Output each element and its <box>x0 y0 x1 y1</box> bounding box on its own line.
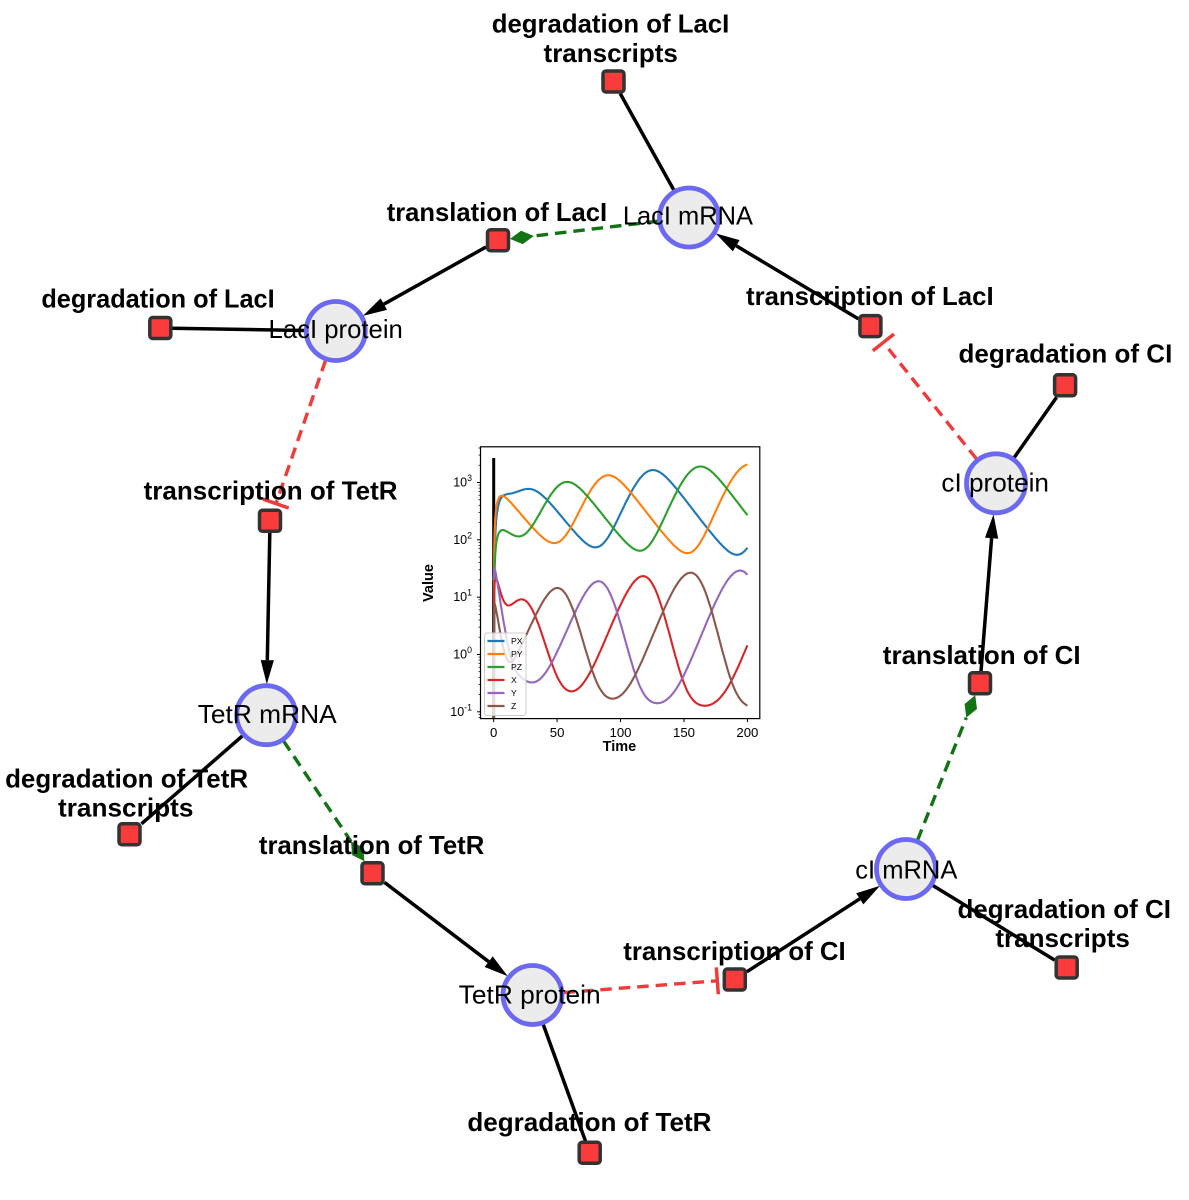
svg-text:degradation of CI: degradation of CI <box>957 894 1171 924</box>
svg-text:50: 50 <box>550 725 565 740</box>
svg-text:cI protein: cI protein <box>941 468 1049 498</box>
svg-text:200: 200 <box>736 725 758 740</box>
svg-text:degradation of TetR: degradation of TetR <box>467 1107 711 1137</box>
svg-text:transcription of TetR: transcription of TetR <box>144 475 398 505</box>
svg-text:X: X <box>511 675 517 685</box>
svg-text:transcripts: transcripts <box>995 923 1130 953</box>
svg-text:transcripts: transcripts <box>544 38 678 68</box>
svg-text:degradation of CI: degradation of CI <box>959 339 1173 369</box>
svg-text:degradation of TetR: degradation of TetR <box>5 763 248 793</box>
svg-text:degradation of LacI: degradation of LacI <box>41 284 274 314</box>
svg-text:TetR mRNA: TetR mRNA <box>198 699 338 729</box>
svg-text:PZ: PZ <box>511 662 523 672</box>
svg-text:translation of LacI: translation of LacI <box>387 197 607 227</box>
svg-text:degradation of LacI: degradation of LacI <box>492 9 730 39</box>
svg-text:TetR protein: TetR protein <box>459 980 601 1010</box>
svg-text:transcription of LacI: transcription of LacI <box>746 281 994 311</box>
svg-text:Time: Time <box>603 739 637 755</box>
svg-text:PY: PY <box>511 649 523 659</box>
svg-text:PX: PX <box>511 636 523 646</box>
svg-text:Value: Value <box>421 564 437 602</box>
svg-text:0: 0 <box>490 725 497 740</box>
svg-text:transcription of CI: transcription of CI <box>623 936 846 966</box>
svg-text:LacI protein: LacI protein <box>269 314 403 344</box>
svg-text:cI mRNA: cI mRNA <box>855 855 958 885</box>
svg-text:100: 100 <box>609 725 631 740</box>
svg-text:Z: Z <box>511 701 517 711</box>
svg-text:translation of TetR: translation of TetR <box>259 830 485 860</box>
svg-text:translation of CI: translation of CI <box>883 640 1081 670</box>
svg-text:Y: Y <box>511 688 517 698</box>
svg-text:150: 150 <box>673 725 695 740</box>
svg-text:transcripts: transcripts <box>58 792 193 822</box>
svg-text:LacI mRNA: LacI mRNA <box>623 201 754 231</box>
